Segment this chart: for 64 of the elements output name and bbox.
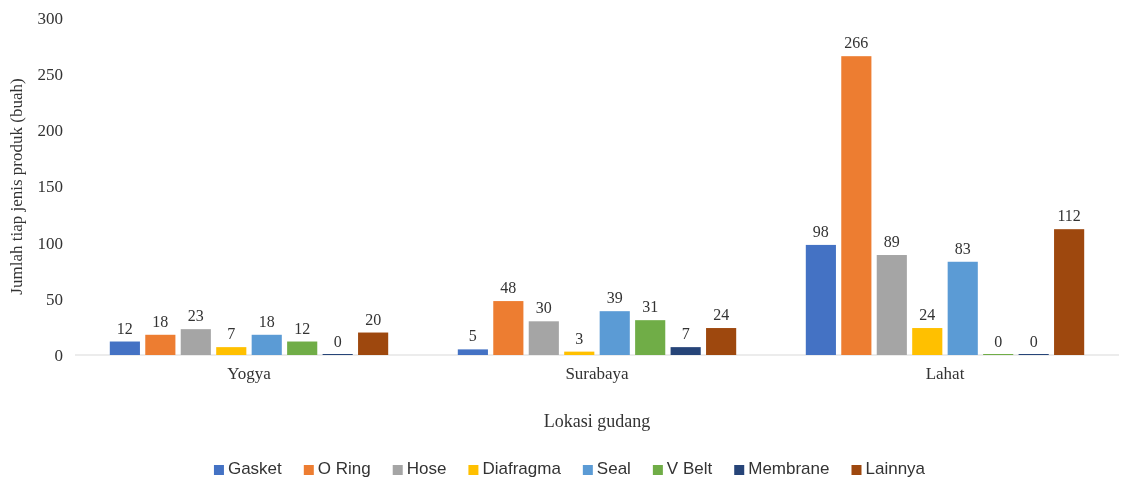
data-label: 23 bbox=[187, 307, 204, 325]
y-tick-label: 200 bbox=[37, 121, 63, 141]
data-label: 0 bbox=[333, 333, 342, 350]
legend-label: Hose bbox=[406, 459, 447, 478]
x-tick-label: Surabaya bbox=[565, 364, 630, 384]
y-tick-label: 0 bbox=[54, 345, 63, 365]
y-tick-label: 50 bbox=[46, 289, 63, 309]
bar bbox=[876, 255, 907, 355]
bar bbox=[528, 321, 559, 355]
data-label: 98 bbox=[812, 222, 829, 240]
bar bbox=[805, 244, 836, 355]
data-label: 266 bbox=[844, 34, 869, 52]
data-label: 18 bbox=[258, 312, 275, 330]
legend-label: Seal bbox=[596, 459, 631, 478]
legend-label: V Belt bbox=[666, 459, 713, 478]
legend-label: O Ring bbox=[317, 459, 371, 478]
data-label: 20 bbox=[365, 310, 382, 328]
data-label: 0 bbox=[1029, 333, 1038, 350]
data-label: 83 bbox=[954, 239, 971, 257]
bar bbox=[358, 332, 389, 355]
y-axis-title: Jumlah tiap jenis produk (buah) bbox=[7, 78, 26, 295]
bar bbox=[180, 329, 211, 355]
data-label: 31 bbox=[642, 298, 659, 316]
data-label: 7 bbox=[227, 325, 236, 343]
bar bbox=[109, 341, 140, 355]
data-label: 3 bbox=[575, 329, 584, 347]
x-axis-title: Lokasi gudang bbox=[543, 411, 651, 431]
bar bbox=[670, 347, 701, 355]
bar bbox=[841, 56, 872, 355]
data-label: 12 bbox=[116, 319, 133, 337]
data-label: 48 bbox=[500, 279, 517, 297]
bar bbox=[251, 334, 282, 355]
x-tick-label: Yogya bbox=[227, 364, 272, 384]
data-label: 12 bbox=[294, 319, 311, 337]
bar bbox=[599, 311, 630, 355]
x-tick-label: Lahat bbox=[925, 364, 965, 384]
bar bbox=[493, 301, 524, 355]
data-label: 18 bbox=[152, 312, 169, 330]
legend-label: Diafragma bbox=[482, 459, 562, 478]
data-label: 89 bbox=[883, 233, 900, 251]
bar bbox=[457, 349, 488, 355]
y-tick-label: 100 bbox=[37, 233, 63, 253]
bar bbox=[145, 334, 176, 355]
y-tick-label: 150 bbox=[37, 177, 63, 197]
bar bbox=[706, 328, 737, 355]
legend-label: Membrane bbox=[748, 459, 830, 478]
bar bbox=[1054, 229, 1085, 355]
y-tick-label: 250 bbox=[37, 65, 63, 85]
data-label: 24 bbox=[713, 306, 730, 324]
legend-label: Lainnya bbox=[865, 459, 926, 478]
legend-label: Gasket bbox=[227, 459, 283, 478]
bar bbox=[912, 328, 943, 355]
data-label: 0 bbox=[994, 333, 1003, 350]
bar bbox=[635, 320, 666, 355]
data-label: 30 bbox=[535, 299, 552, 317]
bar bbox=[287, 341, 318, 355]
bar bbox=[947, 261, 978, 355]
y-tick-label: 300 bbox=[37, 8, 63, 28]
data-label: 39 bbox=[606, 289, 623, 307]
data-label: 7 bbox=[681, 325, 690, 343]
data-label: 5 bbox=[468, 327, 477, 345]
data-label: 24 bbox=[919, 306, 936, 324]
data-label: 112 bbox=[1057, 207, 1081, 225]
bar bbox=[216, 347, 247, 355]
